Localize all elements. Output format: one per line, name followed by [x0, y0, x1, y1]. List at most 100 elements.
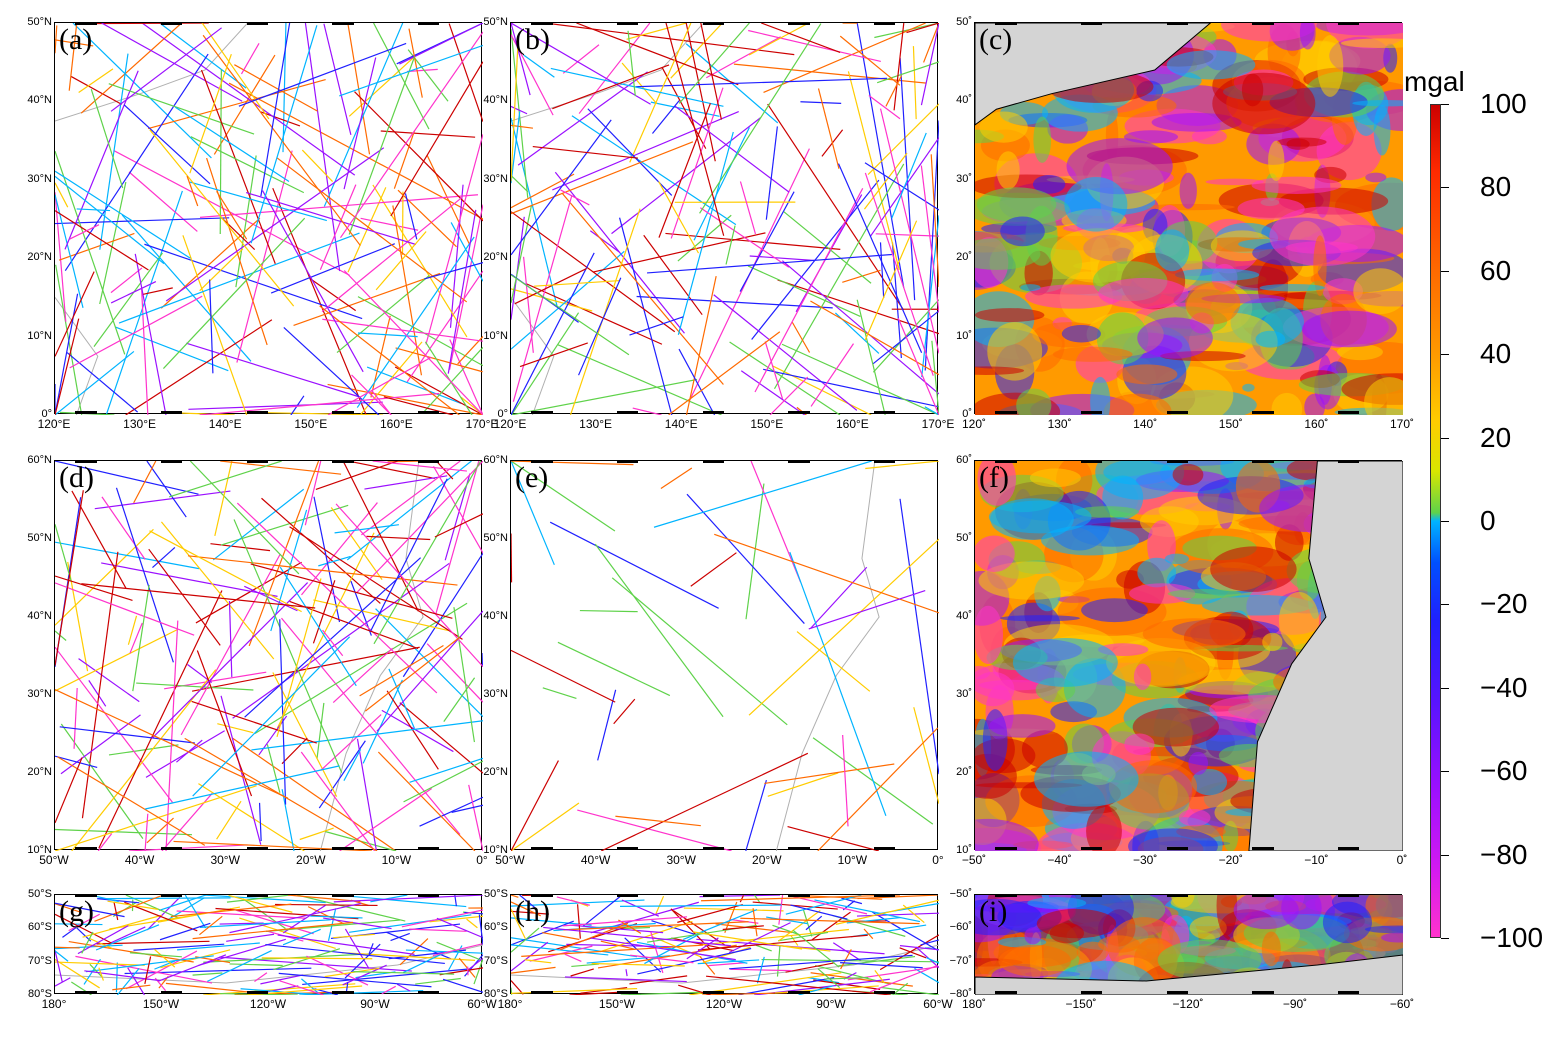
ship-track [560, 922, 629, 951]
ship-track [478, 914, 483, 945]
ship-track [190, 136, 305, 194]
ship-track [408, 28, 423, 98]
ship-track [322, 629, 344, 657]
colorbar-tick-mark [1441, 604, 1449, 606]
ship-track [850, 924, 927, 938]
ship-track [281, 617, 461, 835]
ship-track [199, 915, 223, 936]
ship-track [701, 895, 900, 902]
x-tick-label: −120˚ [1172, 997, 1204, 1011]
ship-track [262, 190, 364, 373]
ship-track [176, 910, 307, 919]
ship-track [98, 590, 223, 849]
coastline [319, 461, 424, 851]
field-patch [1036, 908, 1117, 939]
ship-track [523, 54, 555, 78]
frame-tick [873, 411, 896, 414]
ship-track [594, 543, 724, 718]
field-patch [1317, 35, 1344, 97]
ship-track [511, 216, 525, 320]
ship-track [115, 962, 118, 993]
ship-track [899, 947, 927, 959]
ship-track [55, 950, 63, 983]
ship-track [195, 561, 302, 624]
ship-track [55, 582, 195, 636]
ship-track [706, 975, 891, 995]
frame-tick [788, 847, 810, 850]
ship-track [198, 783, 305, 851]
ship-track [426, 154, 471, 245]
ship-track [670, 23, 723, 79]
y-tick-label: 50°S [484, 888, 508, 900]
colorbar-tick-label: −100 [1480, 922, 1544, 953]
ship-track [333, 933, 375, 939]
ship-track [563, 921, 749, 931]
ship-track [856, 23, 905, 288]
frame-tick [332, 847, 354, 850]
colorbar-tick-label: 60 [1480, 254, 1512, 286]
ship-track [55, 210, 149, 271]
y-tick-label: 50°S [28, 888, 52, 900]
field-patch [1259, 283, 1325, 292]
ship-track [370, 895, 408, 903]
ship-track [229, 902, 362, 934]
ship-track [72, 23, 212, 159]
ship-track [270, 243, 396, 294]
colorbar-tick-label: 80 [1480, 171, 1512, 203]
ship-track [914, 967, 939, 984]
ship-track [543, 926, 732, 947]
y-tick-label: 30°N [27, 172, 52, 185]
field-patch [1313, 235, 1327, 297]
ship-track [425, 134, 483, 345]
frame-tick [1337, 460, 1360, 463]
ship-track [381, 985, 397, 995]
colorbar-tick-label: −20 [1480, 588, 1528, 620]
frame-tick [702, 460, 724, 463]
ship-track [199, 919, 331, 928]
field-patch [1191, 768, 1228, 796]
ship-track [250, 563, 453, 619]
ship-track [773, 163, 905, 390]
ship-track [557, 641, 671, 697]
ship-track [149, 129, 295, 307]
y-tick-label: 60˚ [956, 454, 972, 466]
ship-track [128, 171, 198, 232]
x-tick-label: 180° [41, 997, 67, 1011]
ship-track [192, 921, 354, 940]
ship-track [356, 738, 378, 851]
ship-track [55, 785, 257, 851]
ship-track [514, 268, 587, 305]
ship-track [210, 543, 271, 552]
map-canvas-h [511, 895, 939, 995]
ship-track [304, 23, 341, 272]
frame-tick [788, 991, 810, 994]
ship-track [577, 809, 732, 851]
ship-track [562, 193, 724, 385]
field-patch [1081, 598, 1148, 623]
ship-track [766, 916, 808, 925]
ship-track [837, 163, 923, 353]
ship-track [548, 923, 638, 953]
ship-track [146, 461, 187, 518]
field-patch [1271, 392, 1303, 415]
ship-track [824, 976, 869, 980]
ship-track [55, 217, 230, 225]
ship-track [448, 23, 483, 122]
ship-track [674, 105, 790, 193]
ship-track [670, 87, 724, 239]
ship-track [713, 294, 858, 411]
frame-tick [531, 22, 553, 25]
ship-track [772, 924, 800, 936]
y-tick-label: 30°N [483, 172, 508, 185]
ship-track [879, 242, 885, 299]
land-mass [975, 954, 1403, 995]
frame-tick [1252, 991, 1274, 994]
ship-track [113, 149, 350, 276]
ship-track [217, 723, 254, 734]
ship-track [146, 896, 181, 931]
field-patch [1137, 557, 1177, 588]
ship-track [354, 91, 483, 222]
ship-track [198, 938, 286, 966]
ship-track [590, 937, 736, 961]
y-tick-label: −60˚ [949, 921, 972, 934]
